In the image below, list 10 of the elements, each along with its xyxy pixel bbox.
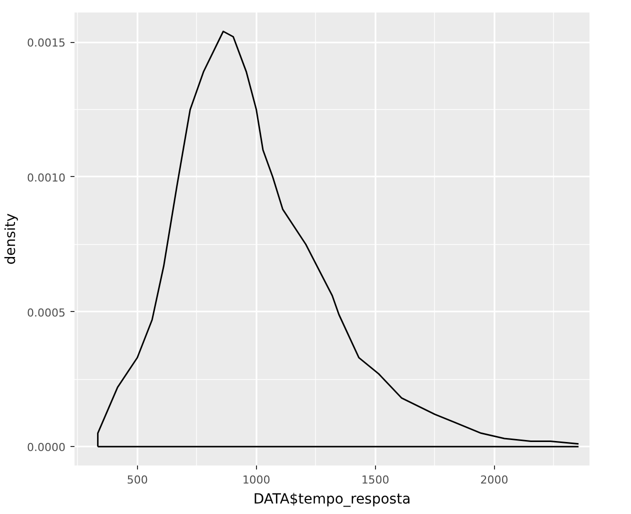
y-tick-label: 0.0010 xyxy=(27,171,66,184)
x-tick-label: 2000 xyxy=(480,474,508,486)
y-tick-label: 0.0005 xyxy=(27,306,66,320)
y-tick-label: 0.0000 xyxy=(27,441,66,454)
y-axis-title: density xyxy=(3,213,20,265)
x-axis-title: DATA$tempo_resposta xyxy=(253,492,411,508)
x-tick-label: 500 xyxy=(126,474,148,486)
y-tick-label: 0.0015 xyxy=(27,36,66,50)
x-tick-label: 1500 xyxy=(361,474,390,486)
x-tick-label: 1000 xyxy=(242,474,270,486)
